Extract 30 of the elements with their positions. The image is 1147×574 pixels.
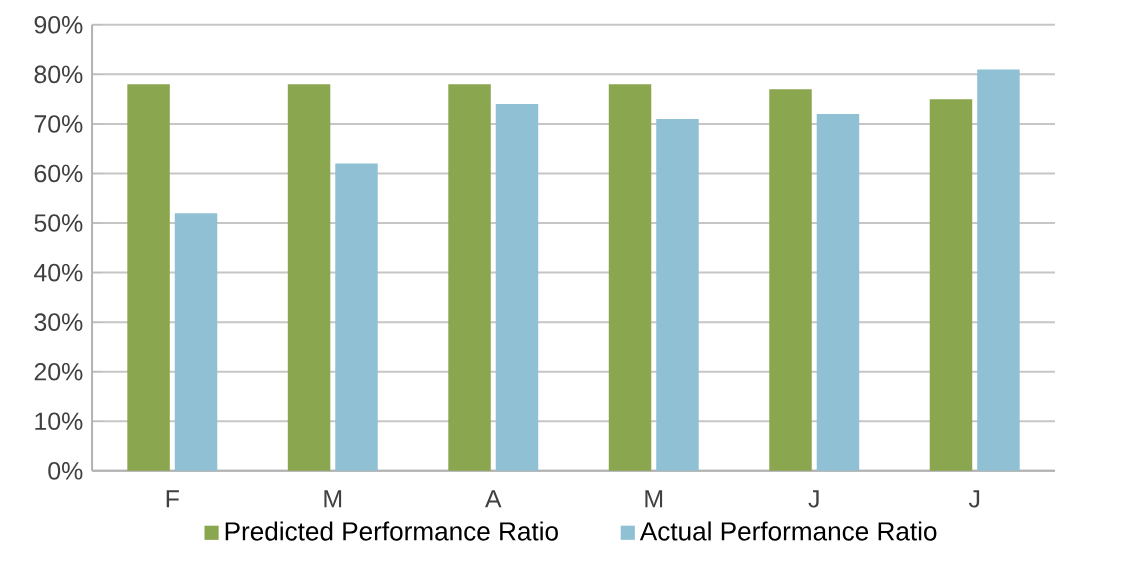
y-tick-label: 20%: [34, 363, 83, 381]
bar: [287, 84, 331, 472]
bar: [448, 84, 491, 472]
bar: [495, 104, 539, 472]
bar: [127, 84, 170, 472]
y-tick-label: 60%: [34, 164, 83, 183]
x-tick-label: J: [808, 490, 819, 508]
x-tick-label: A: [485, 490, 502, 508]
bar: [174, 213, 218, 472]
x-tick-label: M: [324, 490, 342, 508]
y-tick-label: 30%: [34, 313, 83, 332]
bar: [769, 89, 812, 472]
x-tick-label: F: [166, 490, 179, 508]
x-tick-label: M: [645, 490, 663, 508]
bar: [608, 84, 652, 472]
x-tick-label: J: [968, 490, 980, 508]
y-tick-label: 40%: [34, 264, 83, 282]
bar: [816, 114, 860, 472]
legend-label: Actual Performance Ratio: [639, 521, 937, 541]
bar: [335, 163, 378, 472]
y-tick-label: 70%: [34, 115, 83, 133]
bar: [929, 99, 973, 472]
bar: [977, 69, 1020, 472]
y-tick-label: 10%: [35, 412, 83, 431]
y-tick-label: 0%: [48, 462, 83, 480]
legend-label: Predicted Performance Ratio: [225, 521, 558, 541]
y-tick-label: 50%: [34, 214, 83, 233]
y-tick-label: 80%: [34, 65, 83, 84]
bar: [656, 119, 699, 472]
y-tick-label: 90%: [34, 16, 83, 34]
